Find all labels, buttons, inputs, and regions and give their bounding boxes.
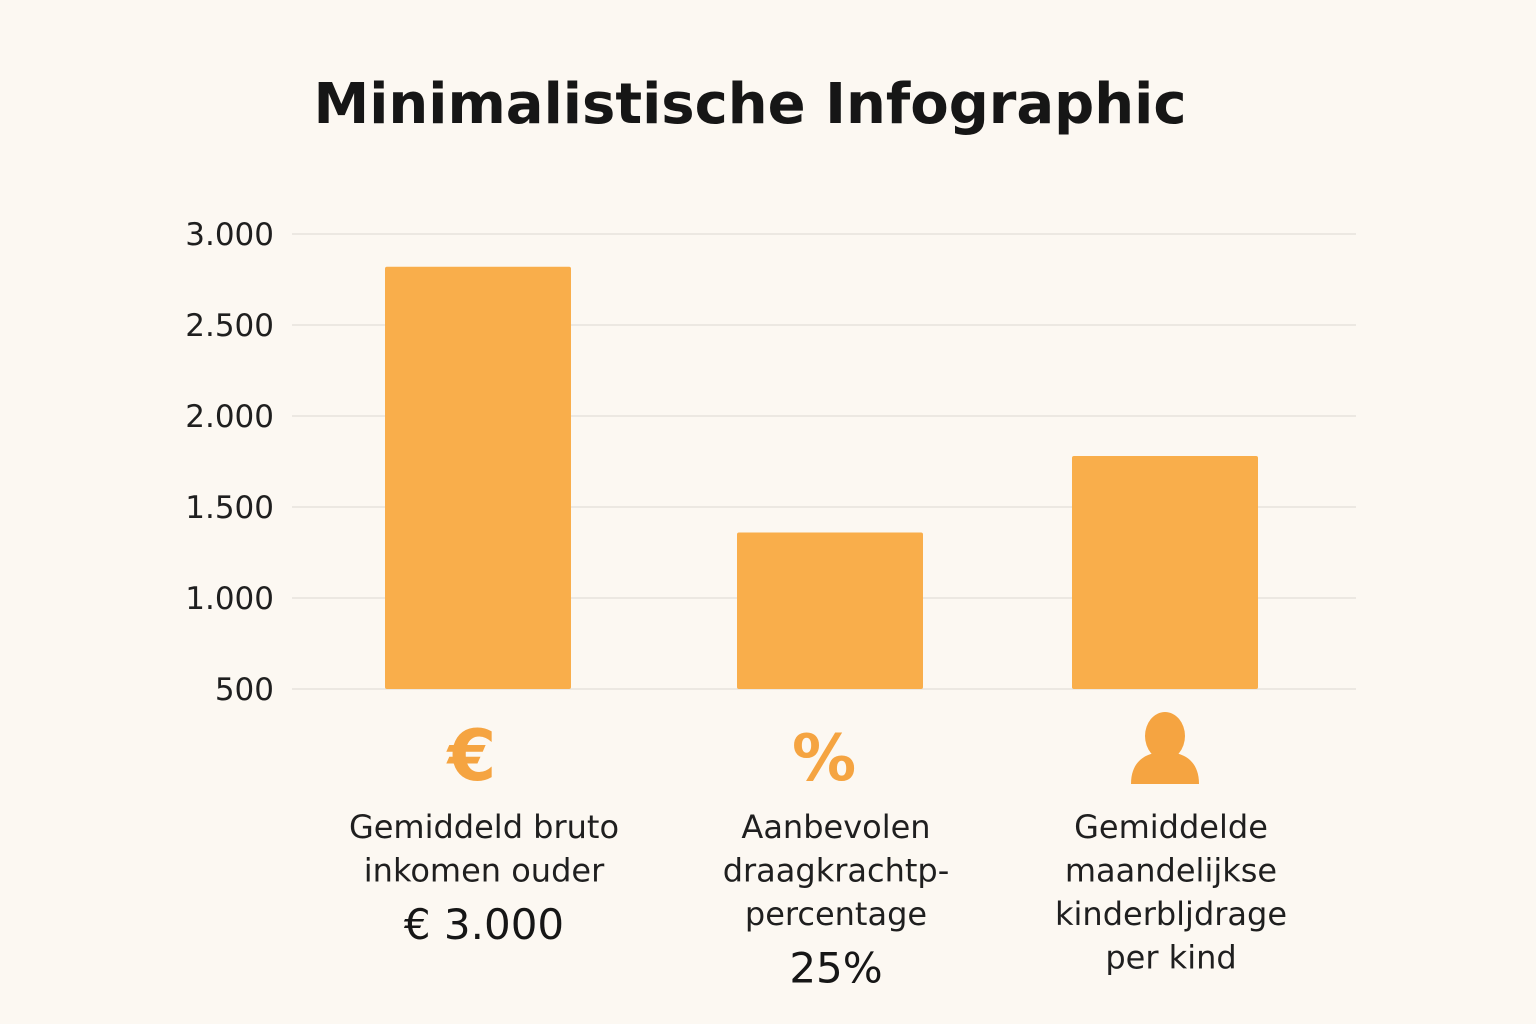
category-label-line: Aanbevolen — [741, 808, 930, 846]
bar-1 — [385, 266, 571, 689]
category-labels: Gemiddeld bruto inkomen ouder € 3.000 Aanbe… — [349, 808, 1287, 993]
y-tick-label: 500 — [215, 672, 274, 708]
chart-title: Minimalistische Infographic — [313, 72, 1186, 137]
bar-3 — [1072, 456, 1258, 689]
category-label-line: inkomen ouder — [364, 852, 605, 890]
category-label-line: kinderbljdrage — [1055, 895, 1287, 933]
category-label-line: per kind — [1105, 939, 1236, 977]
euro-icon: € — [446, 715, 497, 797]
bars — [385, 266, 1258, 689]
category-value-label: € 3.000 — [404, 900, 564, 949]
category-icons: €% — [446, 712, 1199, 797]
bar-2 — [737, 532, 923, 689]
y-tick-label: 1.000 — [185, 581, 274, 617]
category-label-line: Gemiddelde — [1074, 808, 1268, 846]
category-label-line: Gemiddeld bruto — [349, 808, 619, 846]
y-tick-label: 1.500 — [185, 490, 274, 526]
y-tick-label: 3.000 — [185, 217, 274, 253]
y-axis-ticks: 500 1.000 1.500 2.000 2.500 3.000 — [185, 217, 274, 708]
percent-icon: % — [792, 722, 856, 796]
y-tick-label: 2.500 — [185, 308, 274, 344]
y-tick-label: 2.000 — [185, 399, 274, 435]
category-value-label: 25% — [789, 944, 882, 993]
category-label-line: percentage — [745, 895, 927, 933]
person-icon — [1131, 712, 1199, 784]
category-label-line: maandelijkse — [1065, 852, 1277, 890]
category-label-line: draagkrachtp- — [723, 852, 950, 890]
